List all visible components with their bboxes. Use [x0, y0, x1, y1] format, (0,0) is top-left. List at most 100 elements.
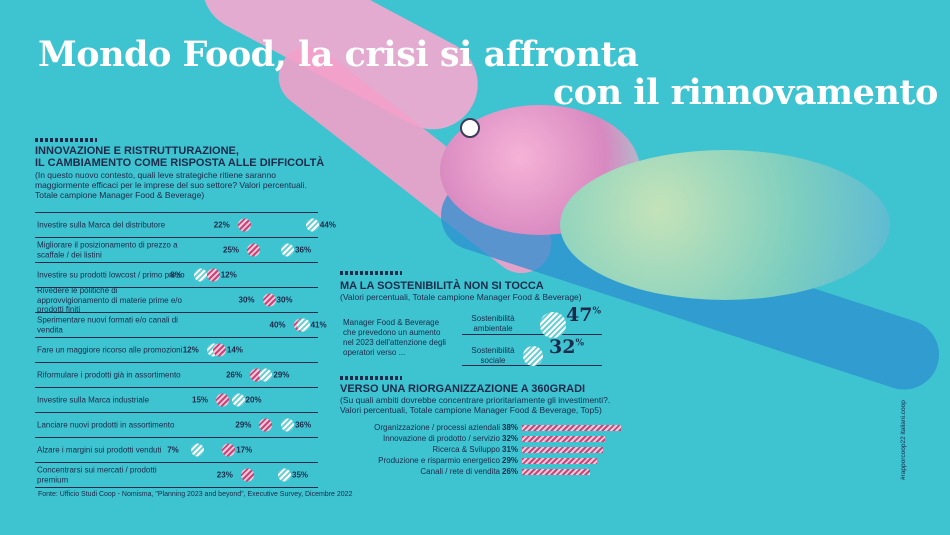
table-row: Alzare i margini sui prodotti venduti 7% 1… [35, 437, 318, 462]
value-label: 29% [235, 420, 252, 430]
chart1-subtitle: (In questo nuovo contesto, quali leve st… [35, 170, 307, 200]
chart2-title: MA LA SOSTENIBILITÀ NON SI TOCCA [340, 280, 544, 292]
data-point [216, 393, 229, 407]
bar-label: Innovazione di prodotto / servizio [383, 434, 500, 443]
bubble-label-sociale: Sostenibilità sociale [471, 346, 515, 365]
bar-row: Produzione e risparmio energetico 29% [340, 456, 605, 467]
value-label: 25% [223, 245, 240, 255]
row-label: Sperimentare nuovi formati e/o canali di… [37, 315, 178, 335]
bar-value: 38% [502, 423, 519, 432]
row-label: Investire su prodotti lowcost / primo pr… [37, 270, 185, 280]
data-point [259, 418, 273, 432]
bar-value: 31% [502, 445, 519, 454]
bar-value: 29% [502, 456, 519, 465]
section-divider [35, 138, 97, 142]
bar-label: Produzione e risparmio energetico [378, 456, 500, 465]
row-label: Rivedere le politiche di approvvigioname… [37, 285, 182, 314]
data-point [194, 268, 208, 282]
value-label: 7% [167, 445, 179, 455]
value-label: 29% [273, 370, 290, 380]
data-point [281, 243, 295, 257]
value-label: 35% [292, 470, 309, 480]
chameleon-body [560, 150, 890, 300]
data-point [305, 218, 319, 232]
bar [522, 436, 606, 442]
value-label: 36% [295, 420, 312, 430]
data-point [206, 268, 220, 282]
value-label: 12% [182, 345, 199, 355]
table-row: Lanciare nuovi prodotti in assortimento 2… [35, 412, 318, 437]
bar-row: Organizzazione / processi aziendali 38% [340, 423, 621, 434]
table-row: Migliorare il posizionamento di prezzo a… [35, 237, 318, 262]
row-label: Riformulare i prodotti già in assortimen… [37, 370, 181, 380]
row-label: Lanciare nuovi prodotti in assortimento [37, 420, 175, 430]
row-label: Migliorare il posizionamento di prezzo a… [37, 240, 178, 260]
page-title-line1: Mondo Food, la crisi si affronta [38, 34, 639, 75]
value-label: 23% [216, 470, 233, 480]
data-point [259, 368, 273, 382]
table-row: Investire su prodotti lowcost / primo pr… [35, 262, 318, 287]
row-label: Fare un maggiore ricorso alle promozioni [37, 345, 183, 355]
data-point [222, 443, 236, 457]
bubble-sociale [522, 345, 544, 367]
data-point [240, 468, 254, 482]
bar-value: 26% [502, 467, 519, 476]
chameleon-eye-icon [460, 118, 480, 138]
value-label: 30% [238, 295, 255, 305]
value-label: 30% [276, 295, 293, 305]
chart3-title: VERSO UNA RIORGANIZZAZIONE A 360GRADI [340, 383, 586, 395]
value-label: 14% [226, 345, 243, 355]
table-row: Investire sulla Marca industriale 15% 20% [35, 387, 318, 412]
section-divider [340, 376, 402, 380]
data-point [191, 443, 205, 457]
value-label: 20% [245, 395, 262, 405]
value-label: 8% [170, 270, 182, 280]
chart3-subtitle: (Su quali ambiti dovrebbe concentrare pr… [340, 395, 611, 415]
bar-label: Ricerca & Sviluppo [432, 445, 500, 454]
data-point [212, 343, 226, 357]
chart1-title-line1: INNOVAZIONE E RISTRUTTURAZIONE, [35, 145, 239, 157]
row-label: Alzare i margini sui prodotti venduti [37, 445, 162, 455]
data-point [247, 243, 260, 257]
chart2-description: Manager Food & Beverage che prevedono un… [343, 318, 446, 357]
data-point [296, 318, 310, 332]
bar-label: Canali / rete di vendita [420, 467, 500, 476]
value-label: 15% [192, 395, 209, 405]
data-point [262, 293, 276, 307]
table-row: Concentrarsi sui mercati / prodotti prem… [35, 462, 318, 488]
chart1-title-line2: IL CAMBIAMENTO COME RISPOSTA ALLE DIFFIC… [35, 157, 325, 169]
bar [522, 458, 598, 464]
separator-line [462, 334, 602, 335]
value-label: 40% [269, 320, 286, 330]
section-divider [340, 271, 402, 275]
row-label: Investire sulla Marca del distributore [37, 220, 166, 230]
table-row: Riformulare i prodotti già in assortimen… [35, 362, 318, 387]
table-row: Fare un maggiore ricorso alle promozioni… [35, 337, 318, 362]
data-point [231, 393, 245, 407]
chart2-subtitle: (Valori percentuali, Totale campione Man… [340, 292, 582, 302]
row-label: Concentrarsi sui mercati / prodotti prem… [37, 465, 157, 485]
bar [522, 425, 621, 431]
data-point [281, 418, 295, 432]
bar-row: Innovazione di prodotto / servizio 32% [340, 434, 606, 445]
side-credit: #rapporcoop22 italiani.coop [900, 400, 907, 480]
data-point [237, 218, 251, 232]
value-label: 17% [236, 445, 253, 455]
bar-row: Ricerca & Sviluppo 31% [340, 445, 605, 456]
source-note: Fonte: Ufficio Studi Coop - Nomisma, "Pl… [38, 491, 353, 498]
bar [522, 447, 603, 453]
page-title-line2: con il rinnovamento [553, 72, 938, 113]
bubble-label-ambientale: Sostenibilità ambientale [471, 314, 515, 333]
bar-label: Organizzazione / processi aziendali [374, 423, 500, 432]
bubble-value-ambientale: 47% [566, 304, 602, 326]
bubble-ambientale [540, 312, 566, 338]
data-point [278, 468, 291, 482]
table-row: Rivedere le politiche di approvvigioname… [35, 285, 318, 314]
bar [522, 469, 590, 475]
bar-row: Canali / rete di vendita 26% [340, 467, 605, 478]
value-label: 12% [220, 270, 237, 280]
value-label: 41% [310, 320, 327, 330]
table-row: Investire sulla Marca del distributore 22… [35, 212, 336, 237]
row-label: Investire sulla Marca industriale [37, 395, 150, 405]
bubble-value-sociale: 32% [549, 336, 585, 358]
